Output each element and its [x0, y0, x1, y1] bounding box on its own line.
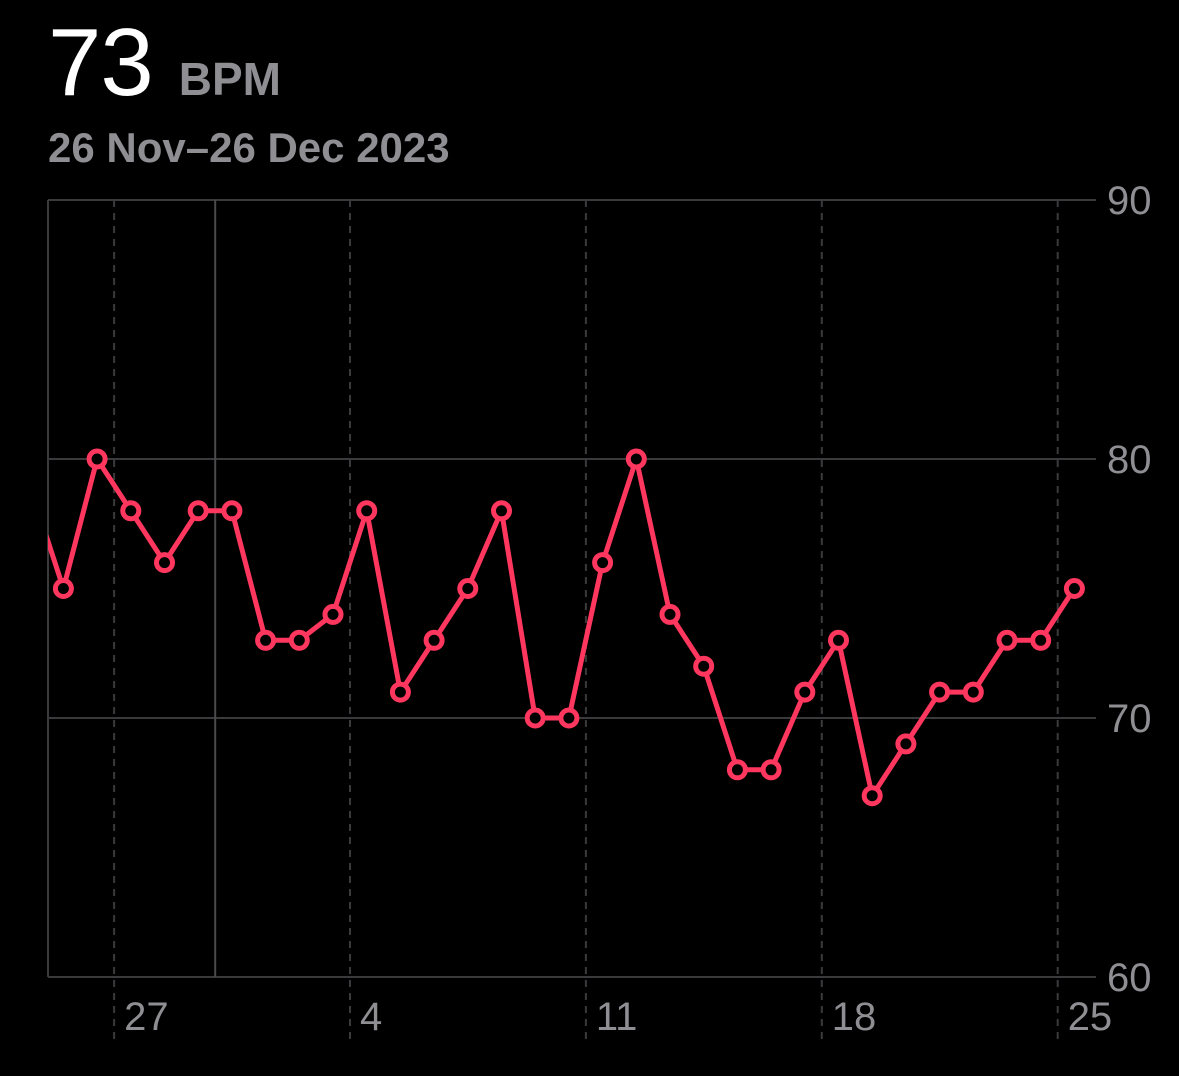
data-point[interactable]: [154, 552, 175, 574]
data-point[interactable]: [423, 629, 445, 651]
y-tick-label: 80: [1107, 438, 1152, 482]
data-point[interactable]: [389, 681, 411, 703]
data-point[interactable]: [491, 500, 512, 522]
data-point[interactable]: [659, 603, 681, 625]
data-point[interactable]: [760, 759, 782, 781]
current-value-row: 73 BPM: [48, 8, 281, 118]
date-range: 26 Nov–26 Dec 2023: [48, 124, 450, 171]
heart-rate-value: 73: [48, 9, 154, 116]
data-point[interactable]: [726, 759, 748, 781]
header: 73 BPM 26 Nov–26 Dec 2023: [48, 0, 1148, 190]
data-point[interactable]: [322, 603, 344, 625]
x-tick-label: 18: [832, 995, 877, 1039]
x-tick-label: 4: [360, 995, 382, 1039]
y-tick-label: 70: [1107, 697, 1152, 741]
y-tick-label: 90: [1107, 179, 1152, 223]
data-point[interactable]: [52, 578, 74, 599]
data-point[interactable]: [625, 448, 647, 470]
data-point[interactable]: [288, 629, 310, 651]
heart-rate-unit: BPM: [178, 53, 282, 105]
data-point[interactable]: [524, 707, 546, 729]
data-point[interactable]: [558, 707, 580, 729]
data-point[interactable]: [828, 629, 849, 651]
data-point[interactable]: [1030, 629, 1052, 651]
data-point[interactable]: [187, 500, 209, 522]
data-point[interactable]: [861, 785, 883, 807]
data-point[interactable]: [962, 681, 984, 703]
data-point[interactable]: [221, 500, 243, 522]
x-tick-label: 27: [124, 995, 169, 1039]
data-point[interactable]: [693, 655, 715, 677]
data-point[interactable]: [1063, 578, 1085, 599]
x-tick-label: 11: [596, 995, 638, 1039]
data-point[interactable]: [120, 500, 142, 522]
data-point[interactable]: [929, 681, 951, 703]
data-point[interactable]: [86, 448, 108, 470]
data-point[interactable]: [356, 500, 378, 522]
x-tick-label: 25: [1068, 995, 1113, 1039]
y-tick-label: 60: [1107, 956, 1152, 1000]
data-point[interactable]: [592, 552, 614, 574]
data-point[interactable]: [996, 629, 1018, 651]
data-point[interactable]: [794, 681, 816, 703]
data-point[interactable]: [457, 578, 479, 599]
data-point[interactable]: [255, 629, 277, 651]
data-point[interactable]: [895, 733, 917, 755]
